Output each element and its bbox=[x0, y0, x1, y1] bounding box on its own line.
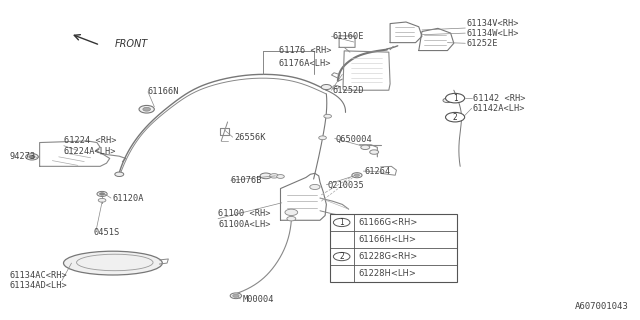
Text: 2: 2 bbox=[452, 113, 458, 122]
Circle shape bbox=[361, 145, 370, 149]
Text: 61176A<LH>: 61176A<LH> bbox=[278, 59, 331, 68]
Text: 61142A<LH>: 61142A<LH> bbox=[473, 104, 525, 113]
Text: 61252D: 61252D bbox=[333, 86, 364, 95]
Circle shape bbox=[115, 172, 124, 177]
Circle shape bbox=[333, 218, 350, 227]
Circle shape bbox=[260, 173, 271, 179]
Circle shape bbox=[276, 175, 284, 178]
Text: 94273: 94273 bbox=[9, 152, 35, 161]
Text: 61134V<RH>: 61134V<RH> bbox=[467, 19, 519, 28]
Circle shape bbox=[233, 294, 239, 297]
Text: A607001043: A607001043 bbox=[575, 302, 629, 311]
Text: 61166H<LH>: 61166H<LH> bbox=[358, 235, 416, 244]
Text: 61100A<LH>: 61100A<LH> bbox=[218, 220, 271, 228]
Text: 61224A<LH>: 61224A<LH> bbox=[64, 147, 116, 156]
Text: 61134AD<LH>: 61134AD<LH> bbox=[9, 281, 67, 290]
Circle shape bbox=[445, 112, 465, 122]
Text: 61160E: 61160E bbox=[333, 32, 364, 41]
Text: M00004: M00004 bbox=[243, 295, 274, 304]
Ellipse shape bbox=[63, 251, 163, 275]
Text: 61228G<RH>: 61228G<RH> bbox=[358, 252, 417, 261]
Circle shape bbox=[139, 105, 154, 113]
Text: 61134AC<RH>: 61134AC<RH> bbox=[9, 271, 67, 280]
Circle shape bbox=[97, 191, 107, 196]
Text: 61224 <RH>: 61224 <RH> bbox=[64, 136, 116, 146]
Text: 26556K: 26556K bbox=[234, 133, 266, 142]
Circle shape bbox=[321, 84, 332, 90]
Text: 61142 <RH>: 61142 <RH> bbox=[473, 94, 525, 103]
Circle shape bbox=[29, 155, 35, 158]
Text: 1: 1 bbox=[452, 94, 458, 103]
Circle shape bbox=[285, 209, 298, 215]
Circle shape bbox=[319, 136, 326, 140]
Text: 61166G<RH>: 61166G<RH> bbox=[358, 218, 418, 227]
Text: Q210035: Q210035 bbox=[328, 181, 364, 190]
Text: 61252E: 61252E bbox=[467, 39, 498, 48]
Circle shape bbox=[333, 252, 350, 261]
Circle shape bbox=[352, 173, 362, 178]
Text: FRONT: FRONT bbox=[115, 39, 148, 49]
Text: 1: 1 bbox=[339, 218, 344, 227]
Text: 61100 <RH>: 61100 <RH> bbox=[218, 209, 271, 219]
Circle shape bbox=[269, 174, 278, 178]
Circle shape bbox=[100, 193, 104, 195]
Text: 61176 <RH>: 61176 <RH> bbox=[278, 46, 331, 55]
Circle shape bbox=[443, 98, 452, 103]
Circle shape bbox=[333, 85, 339, 89]
Circle shape bbox=[143, 107, 150, 111]
Text: 61166N: 61166N bbox=[148, 87, 179, 96]
Bar bbox=[330, 214, 457, 282]
Text: 61264: 61264 bbox=[365, 167, 391, 176]
Circle shape bbox=[324, 114, 332, 118]
Circle shape bbox=[26, 154, 38, 160]
Text: 2: 2 bbox=[339, 252, 344, 261]
Text: Q650004: Q650004 bbox=[336, 135, 372, 144]
Text: 61134W<LH>: 61134W<LH> bbox=[467, 28, 519, 38]
Text: 61120A: 61120A bbox=[113, 194, 145, 203]
Circle shape bbox=[445, 93, 465, 103]
Circle shape bbox=[310, 184, 320, 189]
Circle shape bbox=[99, 198, 106, 202]
Text: 61076B: 61076B bbox=[231, 176, 262, 185]
Circle shape bbox=[355, 174, 360, 177]
Circle shape bbox=[287, 216, 296, 221]
Text: 0451S: 0451S bbox=[94, 228, 120, 237]
Text: 61228H<LH>: 61228H<LH> bbox=[358, 269, 416, 278]
Circle shape bbox=[230, 293, 242, 299]
Circle shape bbox=[370, 150, 379, 154]
